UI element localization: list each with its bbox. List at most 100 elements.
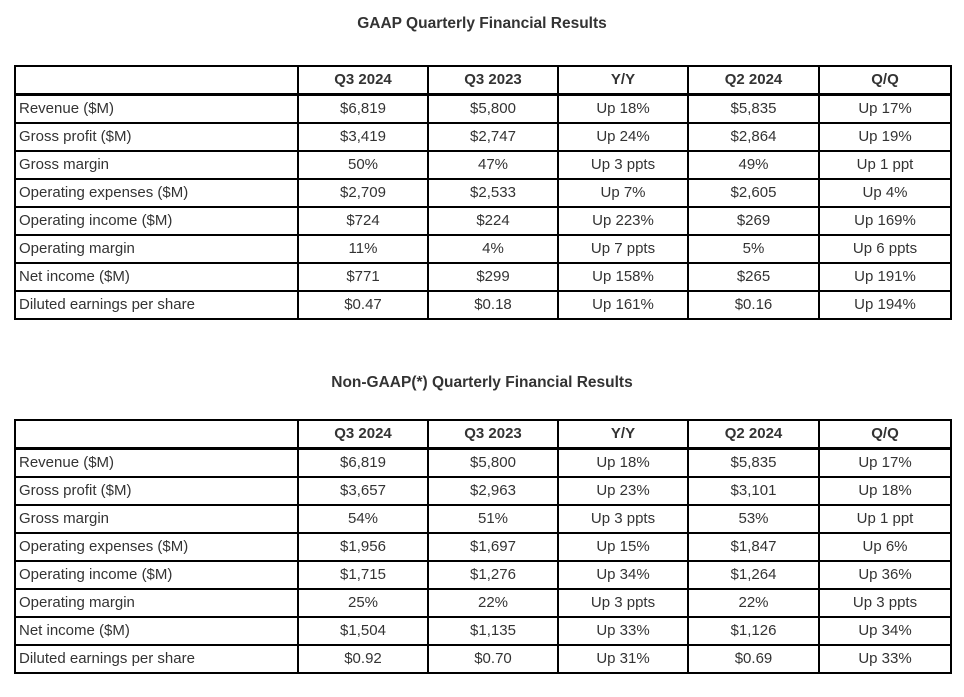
- cell-value: $5,835: [687, 447, 820, 478]
- cell-value: Up 169%: [818, 206, 952, 236]
- cell-value: $0.16: [687, 290, 820, 320]
- row-label: Operating expenses ($M): [14, 178, 299, 208]
- cell-value: 22%: [427, 588, 559, 618]
- cell-value: $6,819: [297, 447, 429, 478]
- row-label: Gross profit ($M): [14, 476, 299, 506]
- cell-value: 4%: [427, 234, 559, 264]
- cell-value: Up 1 ppt: [818, 150, 952, 180]
- cell-value: $265: [687, 262, 820, 292]
- row-label: Diluted earnings per share: [14, 644, 299, 674]
- column-header: Q2 2024: [687, 419, 820, 450]
- cell-value: 22%: [687, 588, 820, 618]
- row-label: Operating income ($M): [14, 560, 299, 590]
- cell-value: $1,847: [687, 532, 820, 562]
- column-header: Q3 2023: [427, 65, 559, 96]
- cell-value: $0.92: [297, 644, 429, 674]
- cell-value: $0.70: [427, 644, 559, 674]
- cell-value: Up 33%: [818, 644, 952, 674]
- column-header: Q/Q: [818, 419, 952, 450]
- table-row: Operating income ($M) $1,715 $1,276 Up 34% $…: [14, 560, 952, 590]
- row-label: Revenue ($M): [14, 447, 299, 478]
- row-label: Gross margin: [14, 504, 299, 534]
- cell-value: Up 31%: [557, 644, 689, 674]
- cell-value: $0.47: [297, 290, 429, 320]
- cell-value: $1,715: [297, 560, 429, 590]
- row-label: Operating margin: [14, 588, 299, 618]
- cell-value: $2,709: [297, 178, 429, 208]
- header-row: Q3 2024 Q3 2023 Y/Y Q2 2024 Q/Q: [14, 65, 952, 96]
- cell-value: Up 36%: [818, 560, 952, 590]
- row-label: Net income ($M): [14, 262, 299, 292]
- column-header: Q3 2023: [427, 419, 559, 450]
- header-row: Q3 2024 Q3 2023 Y/Y Q2 2024 Q/Q: [14, 419, 952, 450]
- table-row: Operating expenses ($M) $2,709 $2,533 Up 7%…: [14, 178, 952, 208]
- cell-value: $269: [687, 206, 820, 236]
- cell-value: $2,605: [687, 178, 820, 208]
- row-label: Operating income ($M): [14, 206, 299, 236]
- cell-value: 11%: [297, 234, 429, 264]
- corner-cell: [14, 65, 299, 96]
- cell-value: $5,835: [687, 93, 820, 124]
- cell-value: $0.69: [687, 644, 820, 674]
- table-row: Gross margin 50% 47% Up 3 ppts 49% Up 1 ppt: [14, 150, 952, 180]
- cell-value: Up 18%: [818, 476, 952, 506]
- cell-value: Up 15%: [557, 532, 689, 562]
- cell-value: Up 19%: [818, 122, 952, 152]
- cell-value: $1,264: [687, 560, 820, 590]
- cell-value: Up 1 ppt: [818, 504, 952, 534]
- cell-value: $771: [297, 262, 429, 292]
- table-row: Gross profit ($M) $3,657 $2,963 Up 23% $3,10…: [14, 476, 952, 506]
- cell-value: $1,126: [687, 616, 820, 646]
- table-row: Revenue ($M) $6,819 $5,800 Up 18% $5,835 Up 1…: [14, 93, 952, 124]
- cell-value: $2,533: [427, 178, 559, 208]
- cell-value: $5,800: [427, 93, 559, 124]
- row-label: Diluted earnings per share: [14, 290, 299, 320]
- cell-value: 54%: [297, 504, 429, 534]
- cell-value: 51%: [427, 504, 559, 534]
- cell-value: Up 23%: [557, 476, 689, 506]
- gaap-financial-table: Q3 2024 Q3 2023 Y/Y Q2 2024 Q/Q Revenue ($M) $…: [14, 65, 952, 320]
- cell-value: Up 3 ppts: [557, 504, 689, 534]
- table-row: Operating income ($M) $724 $224 Up 223% $269…: [14, 206, 952, 236]
- table-row: Operating expenses ($M) $1,956 $1,697 Up 15…: [14, 532, 952, 562]
- cell-value: $6,819: [297, 93, 429, 124]
- financial-results-page: GAAP Quarterly Financial Results Q3 2024…: [14, 15, 952, 674]
- cell-value: Up 17%: [818, 93, 952, 124]
- table-row: Diluted earnings per share $0.92 $0.70 Up 3…: [14, 644, 952, 674]
- cell-value: Up 18%: [557, 93, 689, 124]
- non-gaap-table-title: Non-GAAP(*) Quarterly Financial Results: [331, 374, 633, 391]
- cell-value: Up 3 ppts: [818, 588, 952, 618]
- cell-value: Up 34%: [818, 616, 952, 646]
- cell-value: 5%: [687, 234, 820, 264]
- table-row: Gross margin 54% 51% Up 3 ppts 53% Up 1 ppt: [14, 504, 952, 534]
- cell-value: Up 4%: [818, 178, 952, 208]
- corner-cell: [14, 419, 299, 450]
- table-row: Net income ($M) $771 $299 Up 158% $265 Up 191…: [14, 262, 952, 292]
- column-header: Q3 2024: [297, 65, 429, 96]
- cell-value: $3,101: [687, 476, 820, 506]
- cell-value: Up 194%: [818, 290, 952, 320]
- table-row: Revenue ($M) $6,819 $5,800 Up 18% $5,835 Up 1…: [14, 447, 952, 478]
- cell-value: $3,419: [297, 122, 429, 152]
- cell-value: $2,864: [687, 122, 820, 152]
- table-row: Gross profit ($M) $3,419 $2,747 Up 24% $2,86…: [14, 122, 952, 152]
- table-row: Operating margin 25% 22% Up 3 ppts 22% Up 3 p…: [14, 588, 952, 618]
- column-header: Q2 2024: [687, 65, 820, 96]
- column-header: Q3 2024: [297, 419, 429, 450]
- table-row: Net income ($M) $1,504 $1,135 Up 33% $1,126 U…: [14, 616, 952, 646]
- cell-value: $1,956: [297, 532, 429, 562]
- row-label: Operating expenses ($M): [14, 532, 299, 562]
- cell-value: $1,504: [297, 616, 429, 646]
- cell-value: $0.18: [427, 290, 559, 320]
- cell-value: Up 6 ppts: [818, 234, 952, 264]
- column-header: Q/Q: [818, 65, 952, 96]
- row-label: Operating margin: [14, 234, 299, 264]
- cell-value: $5,800: [427, 447, 559, 478]
- cell-value: 25%: [297, 588, 429, 618]
- cell-value: Up 3 ppts: [557, 150, 689, 180]
- column-header: Y/Y: [557, 65, 689, 96]
- cell-value: Up 24%: [557, 122, 689, 152]
- cell-value: Up 33%: [557, 616, 689, 646]
- cell-value: 53%: [687, 504, 820, 534]
- cell-value: $724: [297, 206, 429, 236]
